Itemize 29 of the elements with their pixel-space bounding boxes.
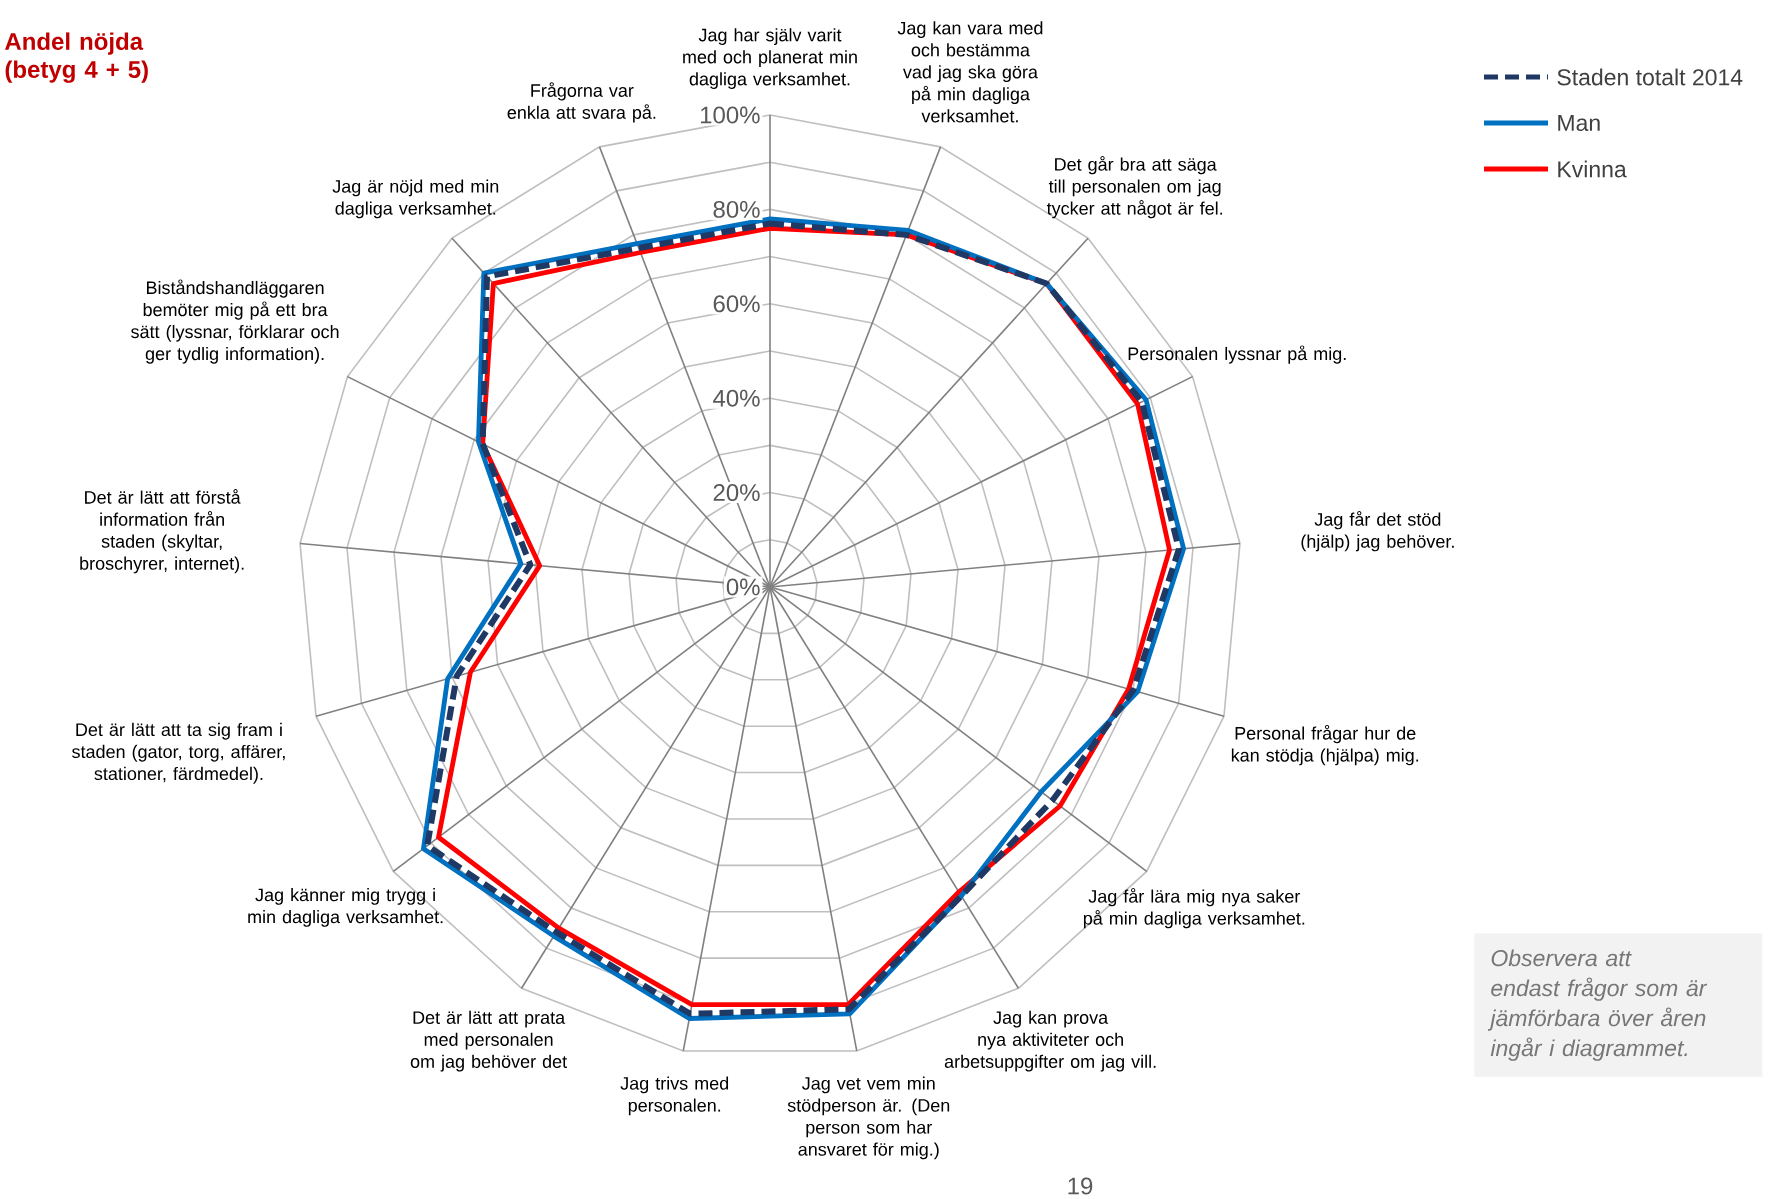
text: Observera att endast frågor som är jämförbara över åren ingår i diagrammet. (1487, 949, 1708, 1061)
spoke-label: Jag kan vara med och bestämma vad jag ska göra på min dagliga verksamhet. (897, 21, 1043, 123)
spoke-label: Jag får det stöd (hjälp) jag behöver. (1301, 511, 1454, 552)
legend-label: Man (1558, 114, 1600, 131)
spoke-label: Jag kan prova nya aktiviteter och arbetsuppgifter om jag vill. (944, 1010, 1156, 1072)
spoke-label: Jag trivs med personalen. (620, 1076, 729, 1116)
y-tick-label: 20% (713, 484, 760, 502)
spoke-label: Det är lätt att förstå information från staden (skyltar, broschyrer, internet). (80, 489, 244, 574)
spoke-label: Det går bra att säga till personalen om jag tycker att något är fel. (1046, 156, 1223, 219)
spoke-label: Jag är nöjd med min dagliga verksamhet. (332, 179, 499, 219)
y-tick-label: 40% (713, 389, 760, 407)
spoke-label: Frågorna var enkla att svara på. (507, 82, 656, 123)
spoke-label: Det är lätt att prata med personalen om jag behöver det (410, 1010, 567, 1072)
spoke-label: Personalen lyssnar på mig. (1128, 345, 1346, 364)
spoke-label: Biståndshandläggaren bemöter mig på ett bra sätt (lyssnar, förklarar och ger tydlig information). (131, 279, 339, 364)
spoke-label: Det är lätt att ta sig fram i staden (gator, torg, affärer, stationer, färdmedel). (72, 722, 285, 784)
y-tick-label: 0% (726, 578, 760, 596)
y-tick-label: 60% (713, 295, 760, 313)
y-tick-label: 100% (700, 106, 760, 124)
legend-label: Kvinna (1558, 160, 1627, 178)
spoke-label: Jag har själv varit med och planerat min dagliga verksamhet. (683, 28, 857, 89)
y-tick-label: 80% (713, 200, 760, 218)
spoke-label: Jag får lära mig nya saker på min dagliga verksamhet. (1083, 888, 1305, 929)
text: 19 (1068, 1177, 1093, 1195)
legend-label: Staden totalt 2014 (1557, 68, 1743, 86)
spoke-label: Jag vet vem min stödperson är. (Den person som har ansvaret för mig.) (787, 1076, 950, 1160)
spoke-label: Personal frågar hur de kan stödja (hjälpa) mig. (1231, 724, 1419, 766)
text: Andel nöjda (betyg 4 + 5) (5, 32, 148, 83)
spoke-label: Jag känner mig trygg i min dagliga verksamhet. (248, 888, 443, 927)
